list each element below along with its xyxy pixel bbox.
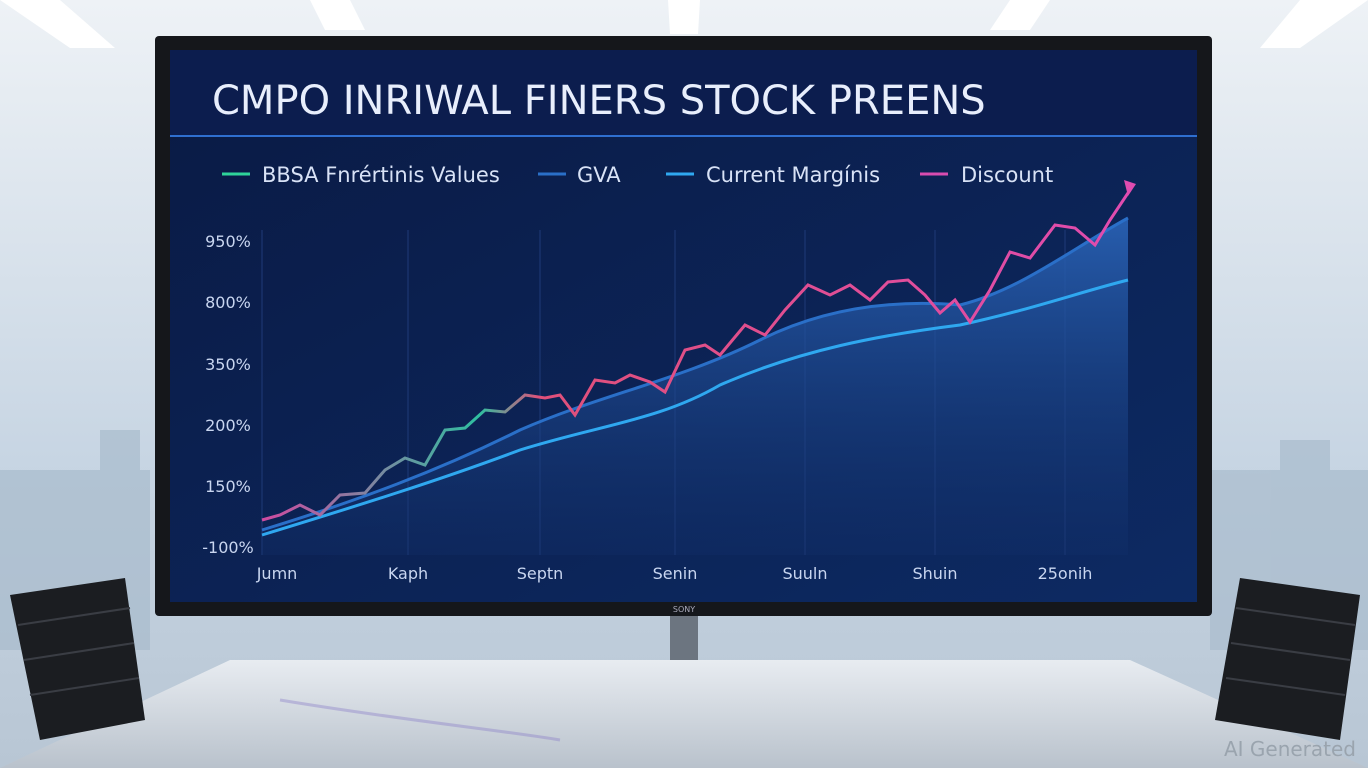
arrow-head	[1124, 180, 1136, 196]
line-gva	[261, 216, 1129, 532]
watermark: AI Generated	[1224, 737, 1356, 761]
y-axis-labels: 950% 800% 350% 200% 150% -100%	[202, 232, 254, 557]
chart-title: CMPO INRIWAL FINERS STOCK PREENS	[212, 78, 986, 124]
y-tick-label: 150%	[205, 477, 251, 496]
conference-table	[0, 660, 1368, 768]
x-tick-label: Kaph	[388, 564, 428, 583]
legend-label: Discount	[961, 163, 1053, 187]
brand: SONY	[673, 605, 695, 614]
y-tick-label: 200%	[205, 416, 251, 435]
x-tick-label: Shuin	[912, 564, 957, 583]
legend: BBSA Fnrértinis Values GVA Current Margí…	[222, 163, 1053, 187]
y-tick-label: 800%	[205, 293, 251, 312]
x-tick-label: Jumn	[256, 564, 298, 583]
y-tick-label: 950%	[205, 232, 251, 251]
line-discount	[261, 189, 1132, 522]
area-fill	[262, 218, 1128, 555]
y-tick-label: 350%	[205, 355, 251, 374]
title-bar	[170, 50, 1197, 136]
line-margins	[261, 278, 1129, 537]
legend-label: Current Margínis	[706, 163, 880, 187]
table-reflection	[279, 698, 561, 742]
x-tick-label: Senin	[653, 564, 698, 583]
legend-label: GVA	[577, 163, 621, 187]
legend-label: BBSA Fnrértinis Values	[262, 163, 500, 187]
chair-left	[10, 578, 145, 740]
y-tick-label: -100%	[202, 538, 254, 557]
ceiling-lights	[0, 0, 1368, 48]
chair-right	[1215, 578, 1360, 740]
x-tick-label: Septn	[517, 564, 564, 583]
x-tick-label: 25onih	[1038, 564, 1093, 583]
x-tick-label: Suuln	[782, 564, 827, 583]
x-axis-labels: Jumn Kaph Septn Senin Suuln Shuin 25onih	[256, 564, 1093, 583]
